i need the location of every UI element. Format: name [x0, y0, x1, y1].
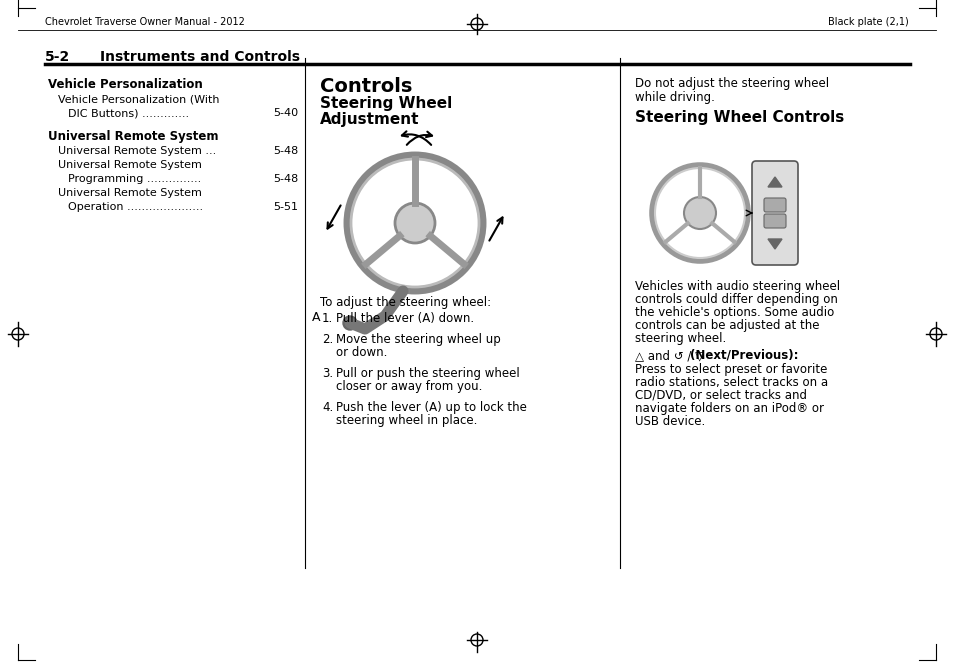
Text: or down.: or down. [335, 346, 387, 359]
Text: △ and ↺ / ▽: △ and ↺ / ▽ [635, 349, 707, 362]
Polygon shape [767, 239, 781, 249]
Text: Instruments and Controls: Instruments and Controls [100, 50, 299, 64]
Text: 5-48: 5-48 [273, 146, 297, 156]
Text: (Next/Previous):: (Next/Previous): [689, 349, 798, 362]
Text: Vehicle Personalization (With: Vehicle Personalization (With [58, 94, 219, 104]
Text: USB device.: USB device. [635, 415, 704, 428]
Text: Steering Wheel Controls: Steering Wheel Controls [635, 110, 843, 125]
Text: Vehicle Personalization: Vehicle Personalization [48, 78, 203, 91]
Text: A: A [312, 311, 320, 324]
Text: Pull the lever (A) down.: Pull the lever (A) down. [335, 312, 474, 325]
Text: Programming ...............: Programming ............... [68, 174, 201, 184]
Circle shape [343, 316, 356, 330]
Text: Move the steering wheel up: Move the steering wheel up [335, 333, 500, 346]
FancyBboxPatch shape [763, 214, 785, 228]
Text: Adjustment: Adjustment [319, 112, 419, 127]
Text: navigate folders on an iPod® or: navigate folders on an iPod® or [635, 402, 823, 415]
Text: Pull or push the steering wheel: Pull or push the steering wheel [335, 367, 519, 380]
Text: radio stations, select tracks on a: radio stations, select tracks on a [635, 376, 827, 389]
Polygon shape [767, 177, 781, 187]
Text: controls could differ depending on: controls could differ depending on [635, 293, 837, 306]
Text: Vehicles with audio steering wheel: Vehicles with audio steering wheel [635, 280, 840, 293]
Text: 4.: 4. [322, 401, 333, 414]
FancyBboxPatch shape [763, 198, 785, 212]
Circle shape [395, 203, 435, 243]
Text: Universal Remote System: Universal Remote System [58, 188, 202, 198]
Text: the vehicle's options. Some audio: the vehicle's options. Some audio [635, 306, 833, 319]
Text: while driving.: while driving. [635, 91, 714, 104]
Text: 5-40: 5-40 [273, 108, 297, 118]
Text: Controls: Controls [319, 77, 412, 96]
Circle shape [683, 197, 716, 229]
Text: Universal Remote System: Universal Remote System [58, 160, 202, 170]
Text: Do not adjust the steering wheel: Do not adjust the steering wheel [635, 77, 828, 90]
Text: steering wheel in place.: steering wheel in place. [335, 414, 476, 427]
Text: controls can be adjusted at the: controls can be adjusted at the [635, 319, 819, 332]
Text: 2.: 2. [322, 333, 333, 346]
Text: 1.: 1. [322, 312, 333, 325]
Text: Press to select preset or favorite: Press to select preset or favorite [635, 363, 826, 376]
Text: Universal Remote System: Universal Remote System [48, 130, 218, 143]
Text: 5-2: 5-2 [45, 50, 71, 64]
Text: CD/DVD, or select tracks and: CD/DVD, or select tracks and [635, 389, 806, 402]
Text: Universal Remote System ...: Universal Remote System ... [58, 146, 216, 156]
Text: Operation .....................: Operation ..................... [68, 202, 203, 212]
Text: closer or away from you.: closer or away from you. [335, 380, 482, 393]
FancyBboxPatch shape [751, 161, 797, 265]
Text: 3.: 3. [322, 367, 333, 380]
Text: 5-51: 5-51 [273, 202, 297, 212]
Text: 5-48: 5-48 [273, 174, 297, 184]
Text: Chevrolet Traverse Owner Manual - 2012: Chevrolet Traverse Owner Manual - 2012 [45, 17, 245, 27]
Text: Steering Wheel: Steering Wheel [319, 96, 452, 111]
Text: Push the lever (A) up to lock the: Push the lever (A) up to lock the [335, 401, 526, 414]
Text: To adjust the steering wheel:: To adjust the steering wheel: [319, 296, 491, 309]
Text: steering wheel.: steering wheel. [635, 332, 725, 345]
Text: DIC Buttons) .............: DIC Buttons) ............. [68, 108, 189, 118]
Text: Black plate (2,1): Black plate (2,1) [827, 17, 908, 27]
